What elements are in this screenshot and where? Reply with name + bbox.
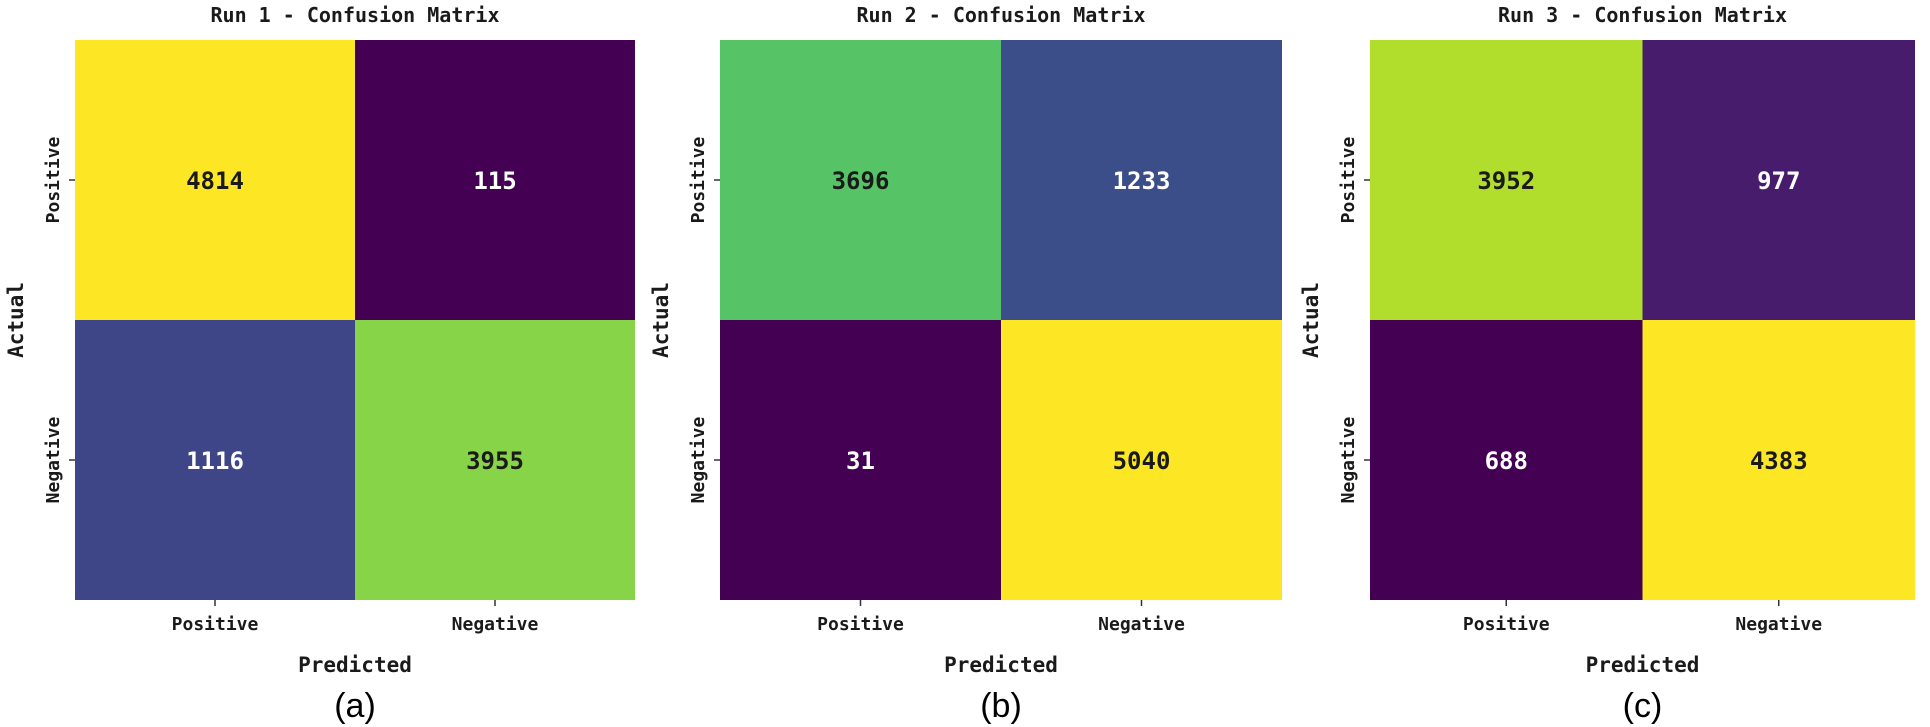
y-axis-label: Actual xyxy=(4,282,28,358)
cell-value-label: 5040 xyxy=(1113,447,1171,475)
heatmap-cell xyxy=(75,320,355,600)
confusion-matrix-panel-3: Run 3 - Confusion Matrix 3952 977 688 4383 Po… xyxy=(1299,3,1915,725)
y-tick-label: Negative xyxy=(1338,416,1359,503)
cell-value-label: 977 xyxy=(1757,167,1800,195)
x-tick-label: Negative xyxy=(1735,614,1822,635)
cell-value-label: 1233 xyxy=(1113,167,1171,195)
cell-value-label: 4383 xyxy=(1750,447,1808,475)
cell-value-label: 3952 xyxy=(1477,167,1535,195)
cell-value-label: 3955 xyxy=(466,447,524,475)
x-axis-label: Predicted xyxy=(944,653,1058,677)
confusion-matrix-panel-2: Run 2 - Confusion Matrix 3696 1233 31 5040 Po… xyxy=(649,3,1282,725)
heatmap-cell xyxy=(1642,320,1915,600)
heatmap-cell xyxy=(355,320,635,600)
y-axis-label: Actual xyxy=(649,282,673,358)
y-tick-label: Negative xyxy=(43,416,64,503)
x-tick-label: Positive xyxy=(817,614,904,635)
heatmap-cell xyxy=(75,40,355,320)
x-tick-label: Positive xyxy=(172,614,259,635)
x-tick-label: Negative xyxy=(452,614,539,635)
cell-value-label: 688 xyxy=(1485,447,1528,475)
y-tick-label: Positive xyxy=(688,136,709,223)
heatmap-cell xyxy=(720,40,1001,320)
heatmap-cell xyxy=(1642,40,1915,320)
panel-label: (a) xyxy=(334,687,376,725)
chart-title: Run 2 - Confusion Matrix xyxy=(857,3,1146,27)
x-tick-label: Negative xyxy=(1098,614,1185,635)
y-tick-label: Positive xyxy=(1338,136,1359,223)
cell-value-label: 115 xyxy=(473,167,516,195)
y-tick-label: Negative xyxy=(688,416,709,503)
heatmap-cell xyxy=(1370,40,1643,320)
x-axis-label: Predicted xyxy=(1586,653,1700,677)
heatmap-cell xyxy=(720,320,1001,600)
panel-label: (b) xyxy=(980,687,1022,725)
x-tick-label: Positive xyxy=(1463,614,1550,635)
heatmap-cell xyxy=(1001,320,1282,600)
y-tick-label: Positive xyxy=(43,136,64,223)
confusion-matrix-panel-1: Run 1 - Confusion Matrix 4814 115 1116 3955 P… xyxy=(4,3,635,725)
cell-value-label: 3696 xyxy=(832,167,890,195)
cell-value-label: 1116 xyxy=(186,447,244,475)
panel-label: (c) xyxy=(1623,687,1663,725)
heatmap-cell xyxy=(1370,320,1643,600)
cell-value-label: 4814 xyxy=(186,167,244,195)
heatmap-cell xyxy=(355,40,635,320)
x-axis-label: Predicted xyxy=(298,653,412,677)
chart-title: Run 1 - Confusion Matrix xyxy=(211,3,500,27)
chart-title: Run 3 - Confusion Matrix xyxy=(1498,3,1787,27)
cell-value-label: 31 xyxy=(846,447,875,475)
heatmap-cell xyxy=(1001,40,1282,320)
y-axis-label: Actual xyxy=(1299,282,1323,358)
